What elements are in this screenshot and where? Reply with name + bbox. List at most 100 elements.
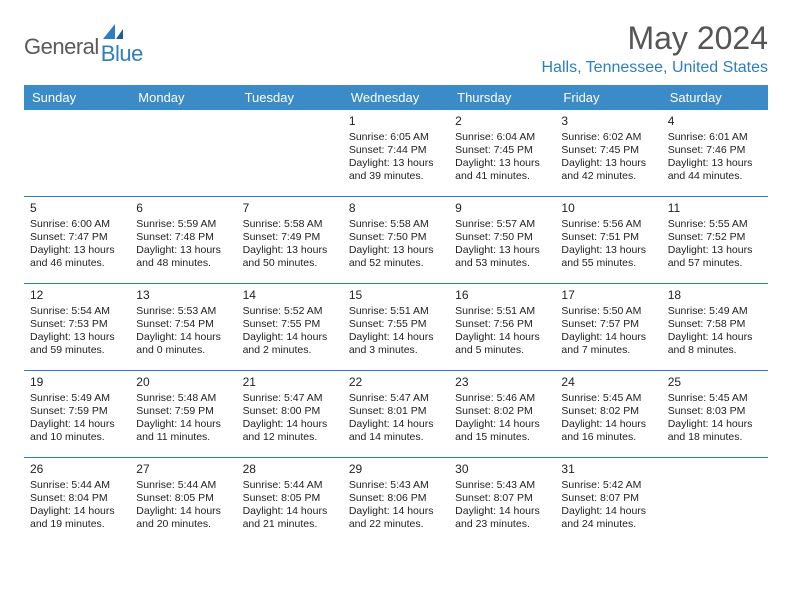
sunset-line: Sunset: 7:45 PM xyxy=(561,144,655,157)
calendar-day-empty xyxy=(237,110,343,196)
daylight-line: Daylight: 13 hours and 52 minutes. xyxy=(349,244,443,270)
day-number: 7 xyxy=(243,201,337,216)
sunrise-line: Sunrise: 5:44 AM xyxy=(243,479,337,492)
calendar-day: 5 Sunrise: 6:00 AMSunset: 7:47 PMDaylight… xyxy=(24,197,130,283)
daylight-line: Daylight: 14 hours and 2 minutes. xyxy=(243,331,337,357)
sunset-line: Sunset: 7:45 PM xyxy=(455,144,549,157)
sunset-line: Sunset: 7:46 PM xyxy=(668,144,762,157)
day-number: 13 xyxy=(136,288,230,303)
day-number: 12 xyxy=(30,288,124,303)
day-number: 16 xyxy=(455,288,549,303)
daylight-line: Daylight: 13 hours and 50 minutes. xyxy=(243,244,337,270)
calendar-day: 15Sunrise: 5:51 AMSunset: 7:55 PMDayligh… xyxy=(343,284,449,370)
calendar-grid: 1Sunrise: 6:05 AMSunset: 7:44 PMDaylight… xyxy=(24,110,768,544)
sunset-line: Sunset: 7:54 PM xyxy=(136,318,230,331)
sunrise-line: Sunrise: 5:51 AM xyxy=(455,305,549,318)
location-subtitle: Halls, Tennessee, United States xyxy=(542,59,769,77)
weekday-header: SundayMondayTuesdayWednesdayThursdayFrid… xyxy=(24,85,768,110)
sunset-line: Sunset: 7:51 PM xyxy=(561,231,655,244)
day-number: 4 xyxy=(668,114,762,129)
sunrise-line: Sunrise: 5:48 AM xyxy=(136,392,230,405)
calendar-day-empty xyxy=(24,110,130,196)
sunset-line: Sunset: 7:57 PM xyxy=(561,318,655,331)
daylight-line: Daylight: 14 hours and 5 minutes. xyxy=(455,331,549,357)
sunset-line: Sunset: 7:47 PM xyxy=(30,231,124,244)
day-number: 8 xyxy=(349,201,443,216)
sunset-line: Sunset: 8:07 PM xyxy=(455,492,549,505)
daylight-line: Daylight: 13 hours and 46 minutes. xyxy=(30,244,124,270)
calendar-day: 10Sunrise: 5:56 AMSunset: 7:51 PMDayligh… xyxy=(555,197,661,283)
daylight-line: Daylight: 13 hours and 55 minutes. xyxy=(561,244,655,270)
sunrise-line: Sunrise: 5:46 AM xyxy=(455,392,549,405)
weekday-thursday: Thursday xyxy=(449,85,555,110)
sunset-line: Sunset: 7:44 PM xyxy=(349,144,443,157)
calendar-day: 3Sunrise: 6:02 AMSunset: 7:45 PMDaylight… xyxy=(555,110,661,196)
sunset-line: Sunset: 7:53 PM xyxy=(30,318,124,331)
calendar-day-empty xyxy=(130,110,236,196)
sunrise-line: Sunrise: 5:58 AM xyxy=(349,218,443,231)
daylight-line: Daylight: 14 hours and 24 minutes. xyxy=(561,505,655,531)
day-number: 29 xyxy=(349,462,443,477)
day-number: 25 xyxy=(668,375,762,390)
daylight-line: Daylight: 14 hours and 3 minutes. xyxy=(349,331,443,357)
day-number: 20 xyxy=(136,375,230,390)
calendar-day: 29Sunrise: 5:43 AMSunset: 8:06 PMDayligh… xyxy=(343,458,449,544)
daylight-line: Daylight: 13 hours and 57 minutes. xyxy=(668,244,762,270)
day-number: 18 xyxy=(668,288,762,303)
sunrise-line: Sunrise: 5:44 AM xyxy=(30,479,124,492)
calendar-week: 5Sunrise: 6:00 AMSunset: 7:47 PMDaylight… xyxy=(24,197,768,284)
daylight-line: Daylight: 14 hours and 22 minutes. xyxy=(349,505,443,531)
sunrise-line: Sunrise: 5:59 AM xyxy=(136,218,230,231)
sunset-line: Sunset: 7:50 PM xyxy=(455,231,549,244)
sunrise-line: Sunrise: 5:57 AM xyxy=(455,218,549,231)
day-number: 17 xyxy=(561,288,655,303)
calendar-day: 7Sunrise: 5:58 AMSunset: 7:49 PMDaylight… xyxy=(237,197,343,283)
daylight-line: Daylight: 14 hours and 21 minutes. xyxy=(243,505,337,531)
day-number: 1 xyxy=(349,114,443,129)
calendar-day: 4Sunrise: 6:01 AMSunset: 7:46 PMDaylight… xyxy=(662,110,768,196)
daylight-line: Daylight: 14 hours and 8 minutes. xyxy=(668,331,762,357)
daylight-line: Daylight: 14 hours and 0 minutes. xyxy=(136,331,230,357)
calendar-week: 26Sunrise: 5:44 AMSunset: 8:04 PMDayligh… xyxy=(24,458,768,544)
sunset-line: Sunset: 7:56 PM xyxy=(455,318,549,331)
calendar-day: 17Sunrise: 5:50 AMSunset: 7:57 PMDayligh… xyxy=(555,284,661,370)
calendar-day: 23Sunrise: 5:46 AMSunset: 8:02 PMDayligh… xyxy=(449,371,555,457)
sunrise-line: Sunrise: 5:45 AM xyxy=(668,392,762,405)
day-number: 11 xyxy=(668,201,762,216)
day-number: 30 xyxy=(455,462,549,477)
month-title: May 2024 xyxy=(542,20,769,57)
sunset-line: Sunset: 8:02 PM xyxy=(455,405,549,418)
day-number: 24 xyxy=(561,375,655,390)
sunrise-line: Sunrise: 6:00 AM xyxy=(30,218,124,231)
calendar-week: 1Sunrise: 6:05 AMSunset: 7:44 PMDaylight… xyxy=(24,110,768,197)
sunrise-line: Sunrise: 5:54 AM xyxy=(30,305,124,318)
day-number: 3 xyxy=(561,114,655,129)
day-number: 31 xyxy=(561,462,655,477)
sunset-line: Sunset: 7:58 PM xyxy=(668,318,762,331)
calendar-week: 12 Sunrise: 5:54 AMSunset: 7:53 PM Dayligh… xyxy=(24,284,768,371)
day-number: 5 xyxy=(30,201,124,216)
sunset-line: Sunset: 8:05 PM xyxy=(136,492,230,505)
sunrise-line: Sunrise: 5:49 AM xyxy=(30,392,124,405)
sunset-line: Sunset: 7:48 PM xyxy=(136,231,230,244)
sunset-line: Sunset: 7:59 PM xyxy=(136,405,230,418)
calendar-day: 24Sunrise: 5:45 AMSunset: 8:02 PMDayligh… xyxy=(555,371,661,457)
sunset-line: Sunset: 8:00 PM xyxy=(243,405,337,418)
weekday-sunday: Sunday xyxy=(24,85,130,110)
weekday-tuesday: Tuesday xyxy=(237,85,343,110)
calendar-day: 21Sunrise: 5:47 AMSunset: 8:00 PMDayligh… xyxy=(237,371,343,457)
sunrise-line: Sunrise: 6:02 AM xyxy=(561,131,655,144)
sunrise-line: Sunrise: 5:58 AM xyxy=(243,218,337,231)
sunrise-line: Sunrise: 5:50 AM xyxy=(561,305,655,318)
sunrise-line: Sunrise: 5:44 AM xyxy=(136,479,230,492)
sunrise-line: Sunrise: 5:45 AM xyxy=(561,392,655,405)
daylight-line: Daylight: 14 hours and 16 minutes. xyxy=(561,418,655,444)
sunrise-line: Sunrise: 5:43 AM xyxy=(349,479,443,492)
brand-logo: GeneralBlue xyxy=(24,20,143,67)
calendar-day: 18Sunrise: 5:49 AMSunset: 7:58 PMDayligh… xyxy=(662,284,768,370)
sunset-line: Sunset: 8:05 PM xyxy=(243,492,337,505)
day-number: 21 xyxy=(243,375,337,390)
day-number: 26 xyxy=(30,462,124,477)
day-number: 2 xyxy=(455,114,549,129)
sunset-line: Sunset: 7:52 PM xyxy=(668,231,762,244)
